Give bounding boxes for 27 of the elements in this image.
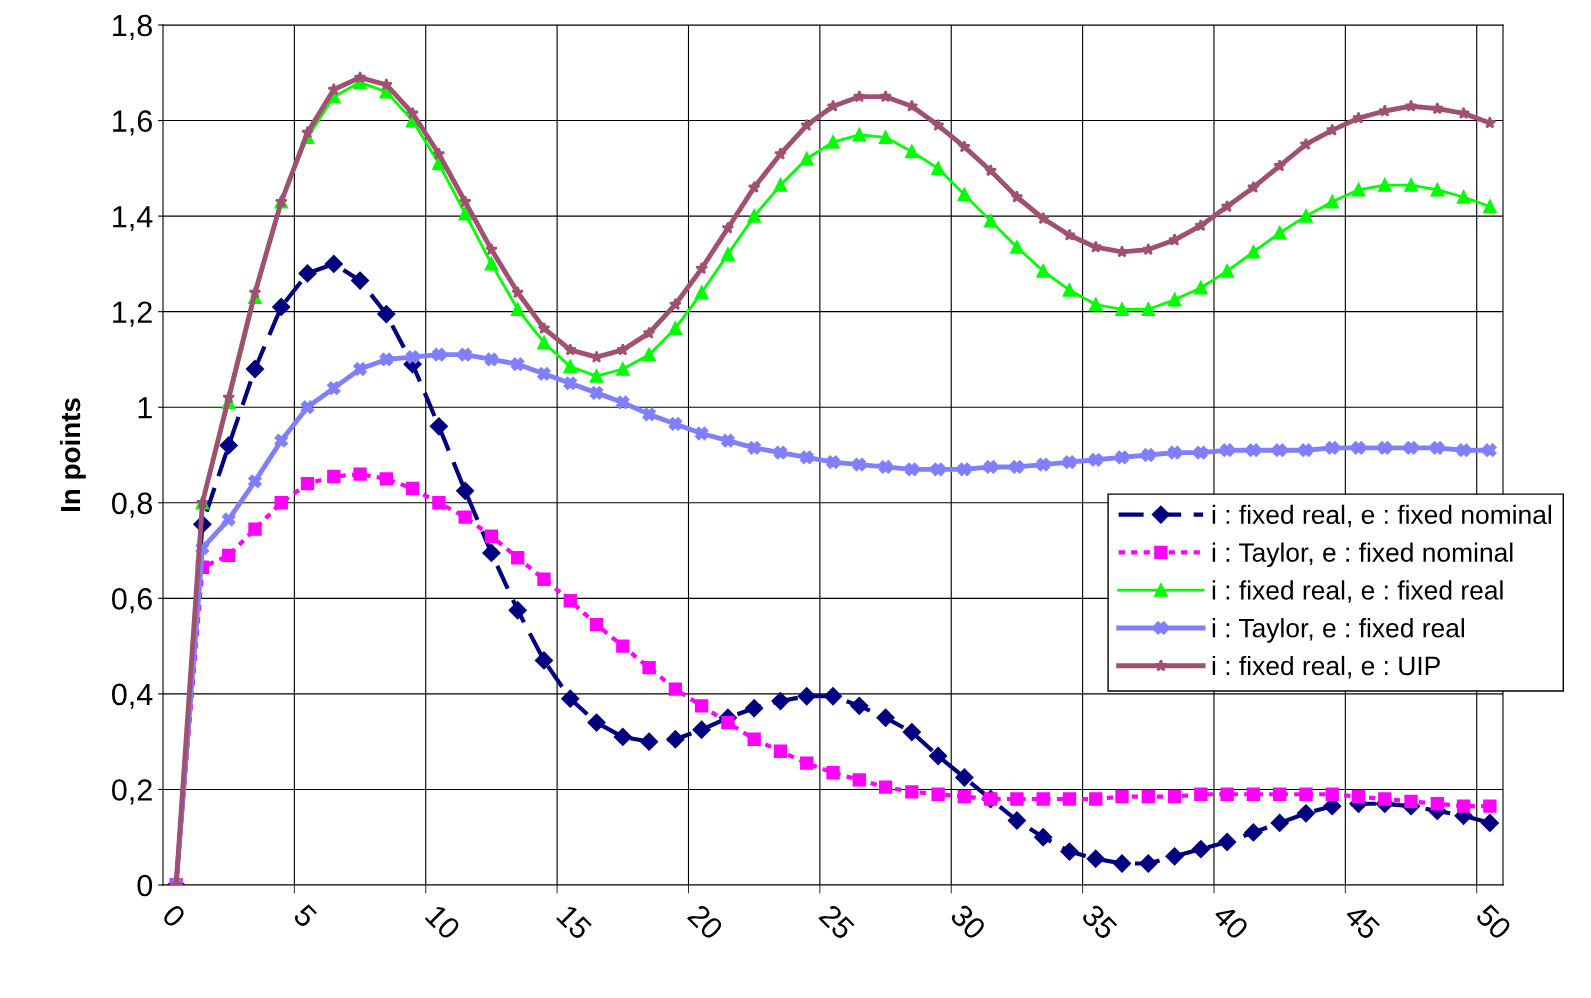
x-tick-label: 5	[292, 903, 318, 929]
y-tick-label: 1,4	[113, 206, 153, 232]
x-tick-label: 0	[161, 903, 187, 929]
legend-label: i : fixed real, e : UIP	[1212, 655, 1440, 679]
y-tick-label: 0,4	[112, 683, 153, 709]
legend-label: i : fixed real, e : fixed nominal	[1212, 504, 1551, 528]
legend-label: i : fixed real, e : fixed real	[1212, 580, 1503, 603]
x-tick-label: 20	[686, 903, 725, 941]
legend-label: i : Taylor, e : fixed nominal	[1212, 542, 1513, 568]
x-tick-label: 25	[818, 903, 856, 941]
y-tick-label: 1,8	[113, 14, 152, 40]
x-tick-label: 15	[556, 904, 593, 941]
y-tick-label: 0	[137, 874, 153, 897]
x-tick-label: 30	[949, 903, 987, 941]
y-axis-title: In points	[59, 398, 86, 511]
y-tick-label: 0,2	[112, 779, 152, 805]
x-tick-label: 40	[1211, 902, 1250, 941]
y-tick-label: 1,2	[113, 301, 152, 327]
x-tick-label: 10	[424, 903, 462, 941]
x-tick-label: 50	[1474, 903, 1513, 941]
y-tick-label: 1,6	[113, 110, 152, 136]
x-tick-label: 45	[1343, 902, 1381, 941]
x-tick-label: 35	[1080, 903, 1119, 941]
y-tick-label: 0,8	[112, 492, 152, 518]
y-tick-label: 1	[138, 397, 152, 419]
y-tick-label: 0,6	[112, 588, 152, 614]
legend-label: i : Taylor, e : fixed real	[1212, 618, 1464, 643]
